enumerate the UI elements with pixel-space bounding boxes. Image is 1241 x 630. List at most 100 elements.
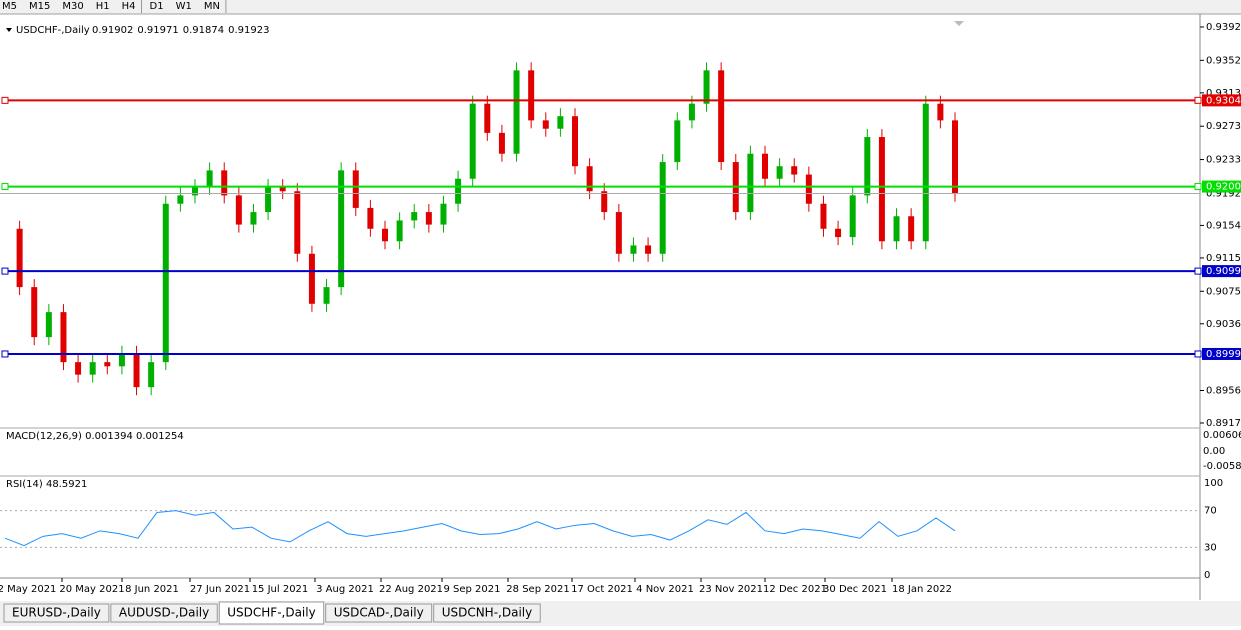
level-handle xyxy=(1194,183,1202,191)
candle xyxy=(133,353,140,388)
candle xyxy=(89,362,96,375)
level-box xyxy=(1202,180,1241,193)
candle xyxy=(718,70,725,163)
quote-value: 0.91971 xyxy=(137,25,178,36)
chart-tab-label[interactable]: USDCAD-,Daily xyxy=(334,606,424,620)
date-label: 4 Nov 2021 xyxy=(636,584,694,595)
candle xyxy=(31,287,38,338)
candle xyxy=(820,203,827,229)
chart-tab[interactable] xyxy=(433,603,541,623)
level-box xyxy=(1202,347,1241,360)
chart-tab[interactable] xyxy=(110,603,218,623)
candle xyxy=(104,362,111,367)
toolbar xyxy=(0,0,1241,14)
chart-tab-label[interactable]: USDCNH-,Daily xyxy=(442,606,533,620)
candle xyxy=(893,216,900,242)
timeframe-button[interactable]: H4 xyxy=(122,1,136,12)
timeframe-button[interactable]: W1 xyxy=(176,1,192,12)
chart-tab-label[interactable]: AUDUSD-,Daily xyxy=(119,606,209,620)
level-label: 0.90992 xyxy=(1206,266,1241,277)
candle xyxy=(688,103,695,121)
candle xyxy=(411,212,418,221)
timeframe-button[interactable]: MN xyxy=(204,1,220,12)
candle xyxy=(308,253,315,304)
date-label: 3 Aug 2021 xyxy=(316,584,374,595)
candle xyxy=(703,70,710,104)
candle xyxy=(279,187,286,192)
level-box xyxy=(1202,265,1241,278)
chart-tab-label[interactable]: EURUSD-,Daily xyxy=(12,606,101,620)
timeframe-button[interactable]: D1 xyxy=(150,1,164,12)
date-label: 17 Oct 2021 xyxy=(571,584,633,595)
candle xyxy=(864,137,871,196)
level-handle xyxy=(1,183,9,191)
candle xyxy=(835,228,842,238)
level-handle xyxy=(1194,96,1202,104)
chart-tab[interactable] xyxy=(325,603,433,623)
candle xyxy=(235,195,242,225)
macd-label: MACD(12,26,9) 0.001394 0.001254 xyxy=(6,431,184,442)
candle xyxy=(455,178,462,204)
candle xyxy=(513,70,520,154)
candle xyxy=(469,103,476,179)
date-label: 20 May 2021 xyxy=(59,584,124,595)
candle xyxy=(192,187,198,196)
date-label: 2 May 2021 xyxy=(0,584,56,595)
candle xyxy=(528,70,535,121)
date-label: 9 Sep 2021 xyxy=(443,584,500,595)
candle xyxy=(75,362,82,375)
candle xyxy=(557,116,564,129)
date-label: 27 Jun 2021 xyxy=(190,584,250,595)
candle xyxy=(148,362,155,388)
quote-value: 0.91874 xyxy=(183,25,224,36)
level-handle xyxy=(1194,350,1202,358)
date-label: 30 Dec 2021 xyxy=(823,584,887,595)
candle xyxy=(294,191,301,254)
candle xyxy=(367,207,374,229)
candle xyxy=(118,353,125,367)
candle xyxy=(630,245,637,254)
candle xyxy=(572,116,578,167)
macd-tick-label: -0.00586 xyxy=(1203,461,1241,472)
candle xyxy=(776,166,783,179)
candle xyxy=(952,120,958,194)
candle xyxy=(221,170,228,196)
candle xyxy=(206,170,213,188)
timeframe-button[interactable]: M30 xyxy=(62,1,83,12)
level-handle xyxy=(1,267,9,275)
macd-tick-label: 0.006068 xyxy=(1203,430,1241,441)
candle xyxy=(396,220,403,242)
rsi-line xyxy=(4,510,956,547)
quote-value: 0.91923 xyxy=(228,25,269,36)
rsi-tick-label: 30 xyxy=(1204,542,1217,553)
candle xyxy=(922,103,929,242)
candle xyxy=(323,287,330,304)
symbol: USDCHF-,Daily xyxy=(16,25,90,36)
candle xyxy=(177,195,184,204)
candle xyxy=(791,166,798,175)
candle xyxy=(484,103,491,133)
chart-tab[interactable] xyxy=(218,601,325,625)
candle xyxy=(45,312,52,338)
level-handle xyxy=(1,350,9,358)
level-box xyxy=(1202,94,1241,107)
chart-tab[interactable] xyxy=(3,603,110,623)
date-label: 12 Dec 2021 xyxy=(763,584,827,595)
timeframe-button[interactable]: M15 xyxy=(29,1,50,12)
candle xyxy=(659,162,666,254)
chart-tab-label[interactable]: USDCHF-,Daily xyxy=(227,606,315,620)
candle xyxy=(586,166,593,192)
rsi-label: RSI(14) 48.5921 xyxy=(6,479,87,490)
quote-value: 0.91902 xyxy=(92,25,133,36)
timeframe-button[interactable]: M5 xyxy=(2,1,17,12)
timeframe-button[interactable]: H1 xyxy=(96,1,110,12)
